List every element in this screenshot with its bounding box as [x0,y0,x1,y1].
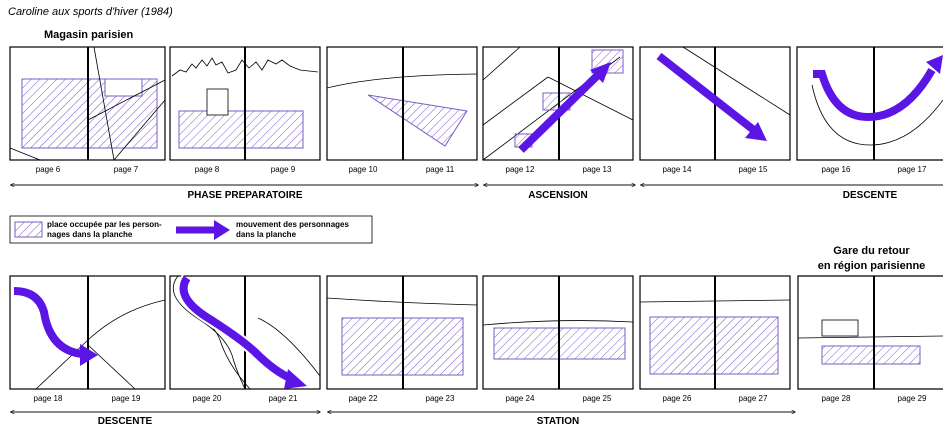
legend-arrow-label-line1: mouvement des personnages [236,220,349,229]
page-label: page 17 [897,165,927,174]
phase-label-descente-top: DESCENTE [842,190,898,201]
legend-arrow-label-line2: dans la planche [236,230,297,239]
panel-pages-8-9 [169,46,321,161]
panel-pages-28-29 [797,275,943,390]
character-zone [367,94,468,147]
movement-arrow [518,71,602,153]
page-label: page 12 [505,165,535,174]
character-zone [178,110,304,149]
page-label: page 25 [582,394,612,403]
panel-pages-24-25 [482,275,634,390]
panel-pages-12-13 [482,46,634,161]
panel-pages-6-7 [9,46,166,161]
page-label: page 16 [821,165,851,174]
phase-label-preparatoire: PHASE PREPARATOIRE [187,190,303,201]
movement-arrow [179,275,294,383]
legend-hatch-label-line2: nages dans la planche [47,230,133,239]
movement-arrow [656,52,758,135]
panel-pages-16-17 [796,46,943,161]
page-label: page 14 [662,165,692,174]
diagram-title: Caroline aux sports d'hiver (1984) [8,6,173,18]
place-label-gare-line2: en région parisienne [817,260,926,272]
legend [9,215,373,244]
page-label: page 6 [35,165,61,174]
page-label: page 8 [194,165,220,174]
page-label: page 11 [425,165,455,174]
panel-pages-22-23 [326,275,478,390]
page-label: page 19 [111,394,141,403]
page-label: page 20 [192,394,222,403]
page-label: page 15 [738,165,768,174]
movement-arrow [13,287,83,358]
panel-pages-26-27 [639,275,791,390]
panel-pages-10-11 [326,46,478,161]
page-label: page 22 [348,394,378,403]
phase-label-ascension: ASCENSION [528,190,588,201]
page-label: page 10 [348,165,378,174]
page-label: page 28 [821,394,851,403]
character-zone [821,345,921,365]
panel-pages-18-19 [9,275,166,390]
page-label: page 26 [662,394,692,403]
page-label: page 9 [270,165,296,174]
page-label: page 27 [738,394,768,403]
legend-hatch-swatch [14,221,43,238]
page-label: page 23 [425,394,455,403]
panel-pages-14-15 [639,46,791,161]
page-label: page 24 [505,394,535,403]
place-label-magasin: Magasin parisien [44,29,134,41]
movement-arrow [813,67,936,122]
phase-label-station: STATION [536,416,580,427]
place-label-gare-line1: Gare du retour [833,245,910,257]
page-label: page 18 [33,394,63,403]
phase-label-descente-bottom: DESCENTE [97,416,153,427]
page-label: page 21 [268,394,298,403]
page-label: page 29 [897,394,927,403]
page-label: page 13 [582,165,612,174]
panel-pages-20-21 [169,274,321,390]
legend-hatch-label-line1: place occupée par les person- [47,220,162,229]
page-label: page 7 [113,165,139,174]
